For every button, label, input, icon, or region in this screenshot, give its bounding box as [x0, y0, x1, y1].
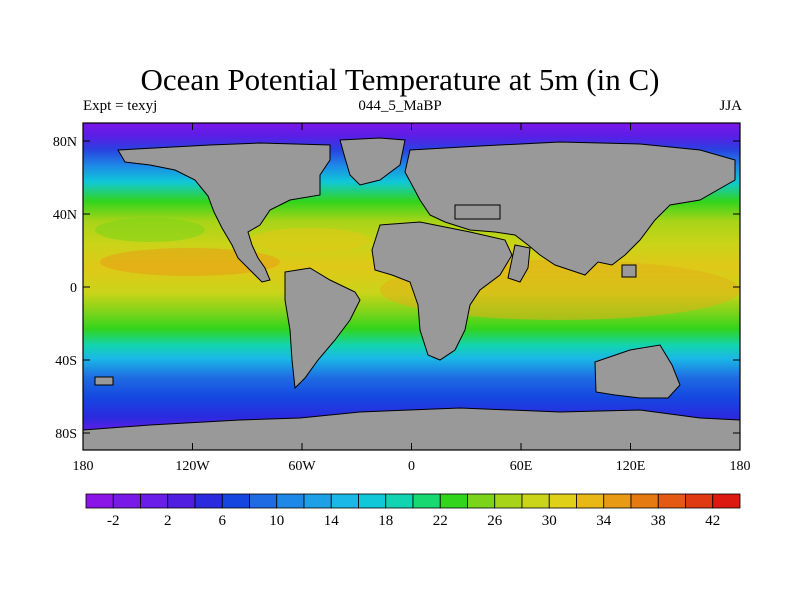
landmass-antarctica: [83, 407, 740, 450]
latitude-axis: 80N 40N 0 40S 80S: [53, 135, 740, 442]
colorbar-label: 10: [269, 513, 284, 529]
warm-pool-atlantic: [250, 228, 370, 252]
colorbar-swatch: [630, 493, 659, 509]
colorbar-swatch: [576, 493, 605, 509]
landmass-arabia: [507, 244, 531, 283]
lat-tick-label: 40N: [53, 208, 77, 223]
colorbar-swatch: [494, 493, 523, 509]
colorbar-label: 34: [596, 513, 612, 529]
lat-tick-label: 80N: [53, 135, 77, 150]
landmass-greenland: [339, 137, 406, 186]
colorbar-swatch: [657, 493, 686, 509]
colorbar-swatch: [521, 493, 550, 509]
lon-tick-label: 60W: [288, 459, 316, 474]
colorbar-swatch: [685, 493, 714, 509]
colorbar-swatch: [167, 493, 196, 509]
warm-pool-east-pacific: [100, 248, 280, 276]
temperature-colorbar: -2 2 6 10 14 18 22 26 30 34 38 42: [85, 493, 741, 529]
experiment-label: Expt = texyj: [83, 98, 158, 114]
colorbar-swatch: [358, 493, 387, 509]
colorbar-label: 26: [487, 513, 503, 529]
colorbar-label: 18: [378, 513, 393, 529]
longitude-axis: 180 120W 60W 0 60E 120E 180: [73, 123, 751, 474]
colorbar-label: 30: [542, 513, 557, 529]
colorbar-swatch: [194, 493, 223, 509]
map-area: [83, 123, 740, 450]
lat-tick-label: 80S: [55, 427, 77, 442]
lon-tick-label: 0: [408, 459, 415, 474]
colorbar-swatch: [412, 493, 441, 509]
colorbar-swatch: [603, 493, 632, 509]
colorbar-label: 22: [433, 513, 448, 529]
colorbar-label: 42: [705, 513, 720, 529]
lat-tick-label: 0: [70, 281, 77, 296]
colorbar-swatch: [330, 493, 359, 509]
cool-band-north-pacific: [95, 218, 205, 242]
colorbar-swatch: [276, 493, 305, 509]
landmass-australia: [594, 344, 681, 399]
landmass-south-america: [284, 267, 361, 390]
colorbar-swatch: [140, 493, 169, 509]
colorbar-label: 14: [324, 513, 340, 529]
colorbar-label: 6: [219, 513, 227, 529]
colorbar-swatch: [85, 493, 114, 509]
colorbar-swatch: [439, 493, 468, 509]
colorbar-swatch: [385, 493, 414, 509]
landmass-small-island: [94, 376, 114, 386]
colorbar-swatch: [303, 493, 332, 509]
lon-tick-label: 120E: [616, 459, 646, 474]
colorbar-swatch: [712, 493, 741, 509]
colorbar-swatch: [112, 493, 141, 509]
colorbar-label: -2: [107, 513, 120, 529]
season-label: JJA: [719, 98, 742, 114]
landmass-north-america: [117, 142, 331, 283]
colorbar-swatch: [548, 493, 577, 509]
colorbar-swatch: [221, 493, 250, 509]
map-title: Ocean Potential Temperature at 5m (in C): [140, 62, 660, 97]
colorbar-swatch: [249, 493, 278, 509]
lon-tick-label: 180: [730, 459, 751, 474]
landmass-caspian-region: [454, 204, 501, 220]
lat-tick-label: 40S: [55, 354, 77, 369]
landmass-eurasia: [404, 141, 736, 276]
lon-tick-label: 120W: [175, 459, 210, 474]
colorbar-label: 38: [651, 513, 666, 529]
landmass-africa: [371, 221, 513, 361]
lon-tick-label: 60E: [510, 459, 533, 474]
lon-tick-label: 180: [73, 459, 94, 474]
colorbar-swatch: [467, 493, 496, 509]
landmass-borneo: [621, 264, 637, 278]
landmasses: [83, 137, 740, 450]
colorbar-label: 2: [164, 513, 172, 529]
period-label: 044_5_MaBP: [358, 98, 442, 114]
